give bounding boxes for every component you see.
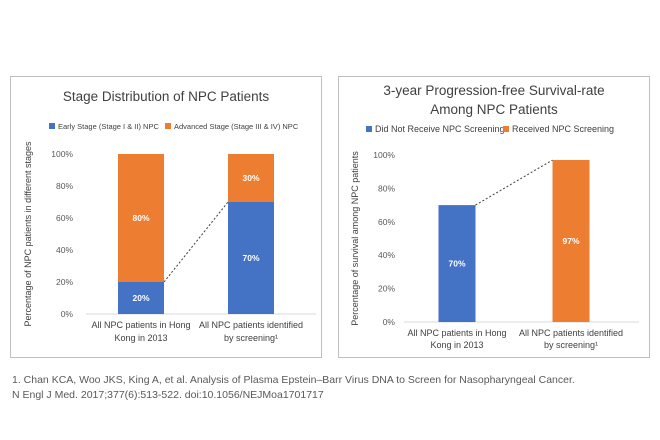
y-tick-label: 20% [56, 277, 73, 287]
legend-swatch-1 [49, 123, 55, 129]
data-label-2-cat-2: 97% [562, 236, 579, 246]
y-tick-label: 0% [383, 317, 396, 327]
x-category-label-2-line-1: All NPC patients identified [519, 328, 623, 338]
legend-label-1: Early Stage (Stage I & II) NPC [58, 122, 159, 131]
x-category-label-2-line-2: by screening¹ [224, 333, 278, 343]
bar-2-cat-1 [118, 154, 164, 282]
citation-footnote: 1. Chan KCA, Woo JKS, King A, et al. Ana… [12, 373, 652, 403]
data-label-2-cat-2: 30% [242, 173, 259, 183]
y-axis-label: Percentage of NPC patients in different … [23, 141, 33, 326]
stage-distribution-chart: Stage Distribution of NPC Patients Early … [23, 89, 316, 343]
dotted-connector-line [163, 201, 229, 283]
y-tick-label: 80% [56, 181, 73, 191]
bar-1-cat-1 [118, 282, 164, 314]
y-tick-label: 40% [56, 245, 73, 255]
data-label-2-cat-1: 80% [132, 213, 149, 223]
y-tick-label: 100% [373, 150, 395, 160]
bar-1-cat-1 [438, 205, 476, 322]
legend-label-1: Did Not Receive NPC Screening [375, 124, 505, 134]
y-tick-label: 0% [61, 309, 74, 319]
legend-label-2: Advanced Stage (Stage III & IV) NPC [174, 122, 299, 131]
bar-2-cat-2 [552, 160, 590, 322]
dotted-connector-line [475, 159, 553, 206]
y-tick-label: 60% [56, 213, 73, 223]
x-category-label-2-line-2: by screening¹ [544, 340, 598, 350]
data-label-1-cat-1: 20% [132, 293, 149, 303]
legend-swatch-2 [165, 123, 171, 129]
x-category-label-1-line-2: Kong in 2013 [430, 340, 483, 350]
y-tick-label: 20% [378, 284, 395, 294]
citation-line-2: N Engl J Med. 2017;377(6):513-522. doi:1… [12, 389, 324, 401]
legend-swatch-2 [503, 126, 509, 132]
legend-label-2: Received NPC Screening [512, 124, 614, 134]
chart-title-line-1: 3-year Progression-free Survival-rate [383, 83, 604, 98]
x-category-label-1-line-1: All NPC patients in Hong [407, 328, 506, 338]
legend-swatch-1 [366, 126, 372, 132]
x-category-label-1-line-2: Kong in 2013 [114, 333, 167, 343]
x-category-label-2-line-1: All NPC patients identified [199, 320, 303, 330]
x-category-label-1-line-1: All NPC patients in Hong [91, 320, 190, 330]
data-label-1-cat-1: 70% [448, 259, 465, 269]
y-tick-label: 80% [378, 183, 395, 193]
survival-rate-chart: 3-year Progression-free Survival-rate Amo… [350, 83, 639, 350]
chart-title-line-2: Among NPC Patients [430, 102, 558, 117]
bar-1-cat-2 [228, 202, 274, 314]
stage-distribution-chart-panel: Stage Distribution of NPC Patients Early … [10, 76, 322, 358]
bar-2-cat-2 [228, 154, 274, 202]
y-tick-label: 60% [378, 217, 395, 227]
data-label-1-cat-2: 70% [242, 253, 259, 263]
survival-rate-chart-panel: 3-year Progression-free Survival-rate Amo… [338, 76, 650, 358]
y-tick-label: 40% [378, 250, 395, 260]
y-axis-label: Percentage of survival among NPC patient… [350, 151, 360, 326]
y-tick-label: 100% [51, 149, 73, 159]
citation-line-1: 1. Chan KCA, Woo JKS, King A, et al. Ana… [12, 374, 575, 386]
chart-title: Stage Distribution of NPC Patients [63, 89, 270, 104]
